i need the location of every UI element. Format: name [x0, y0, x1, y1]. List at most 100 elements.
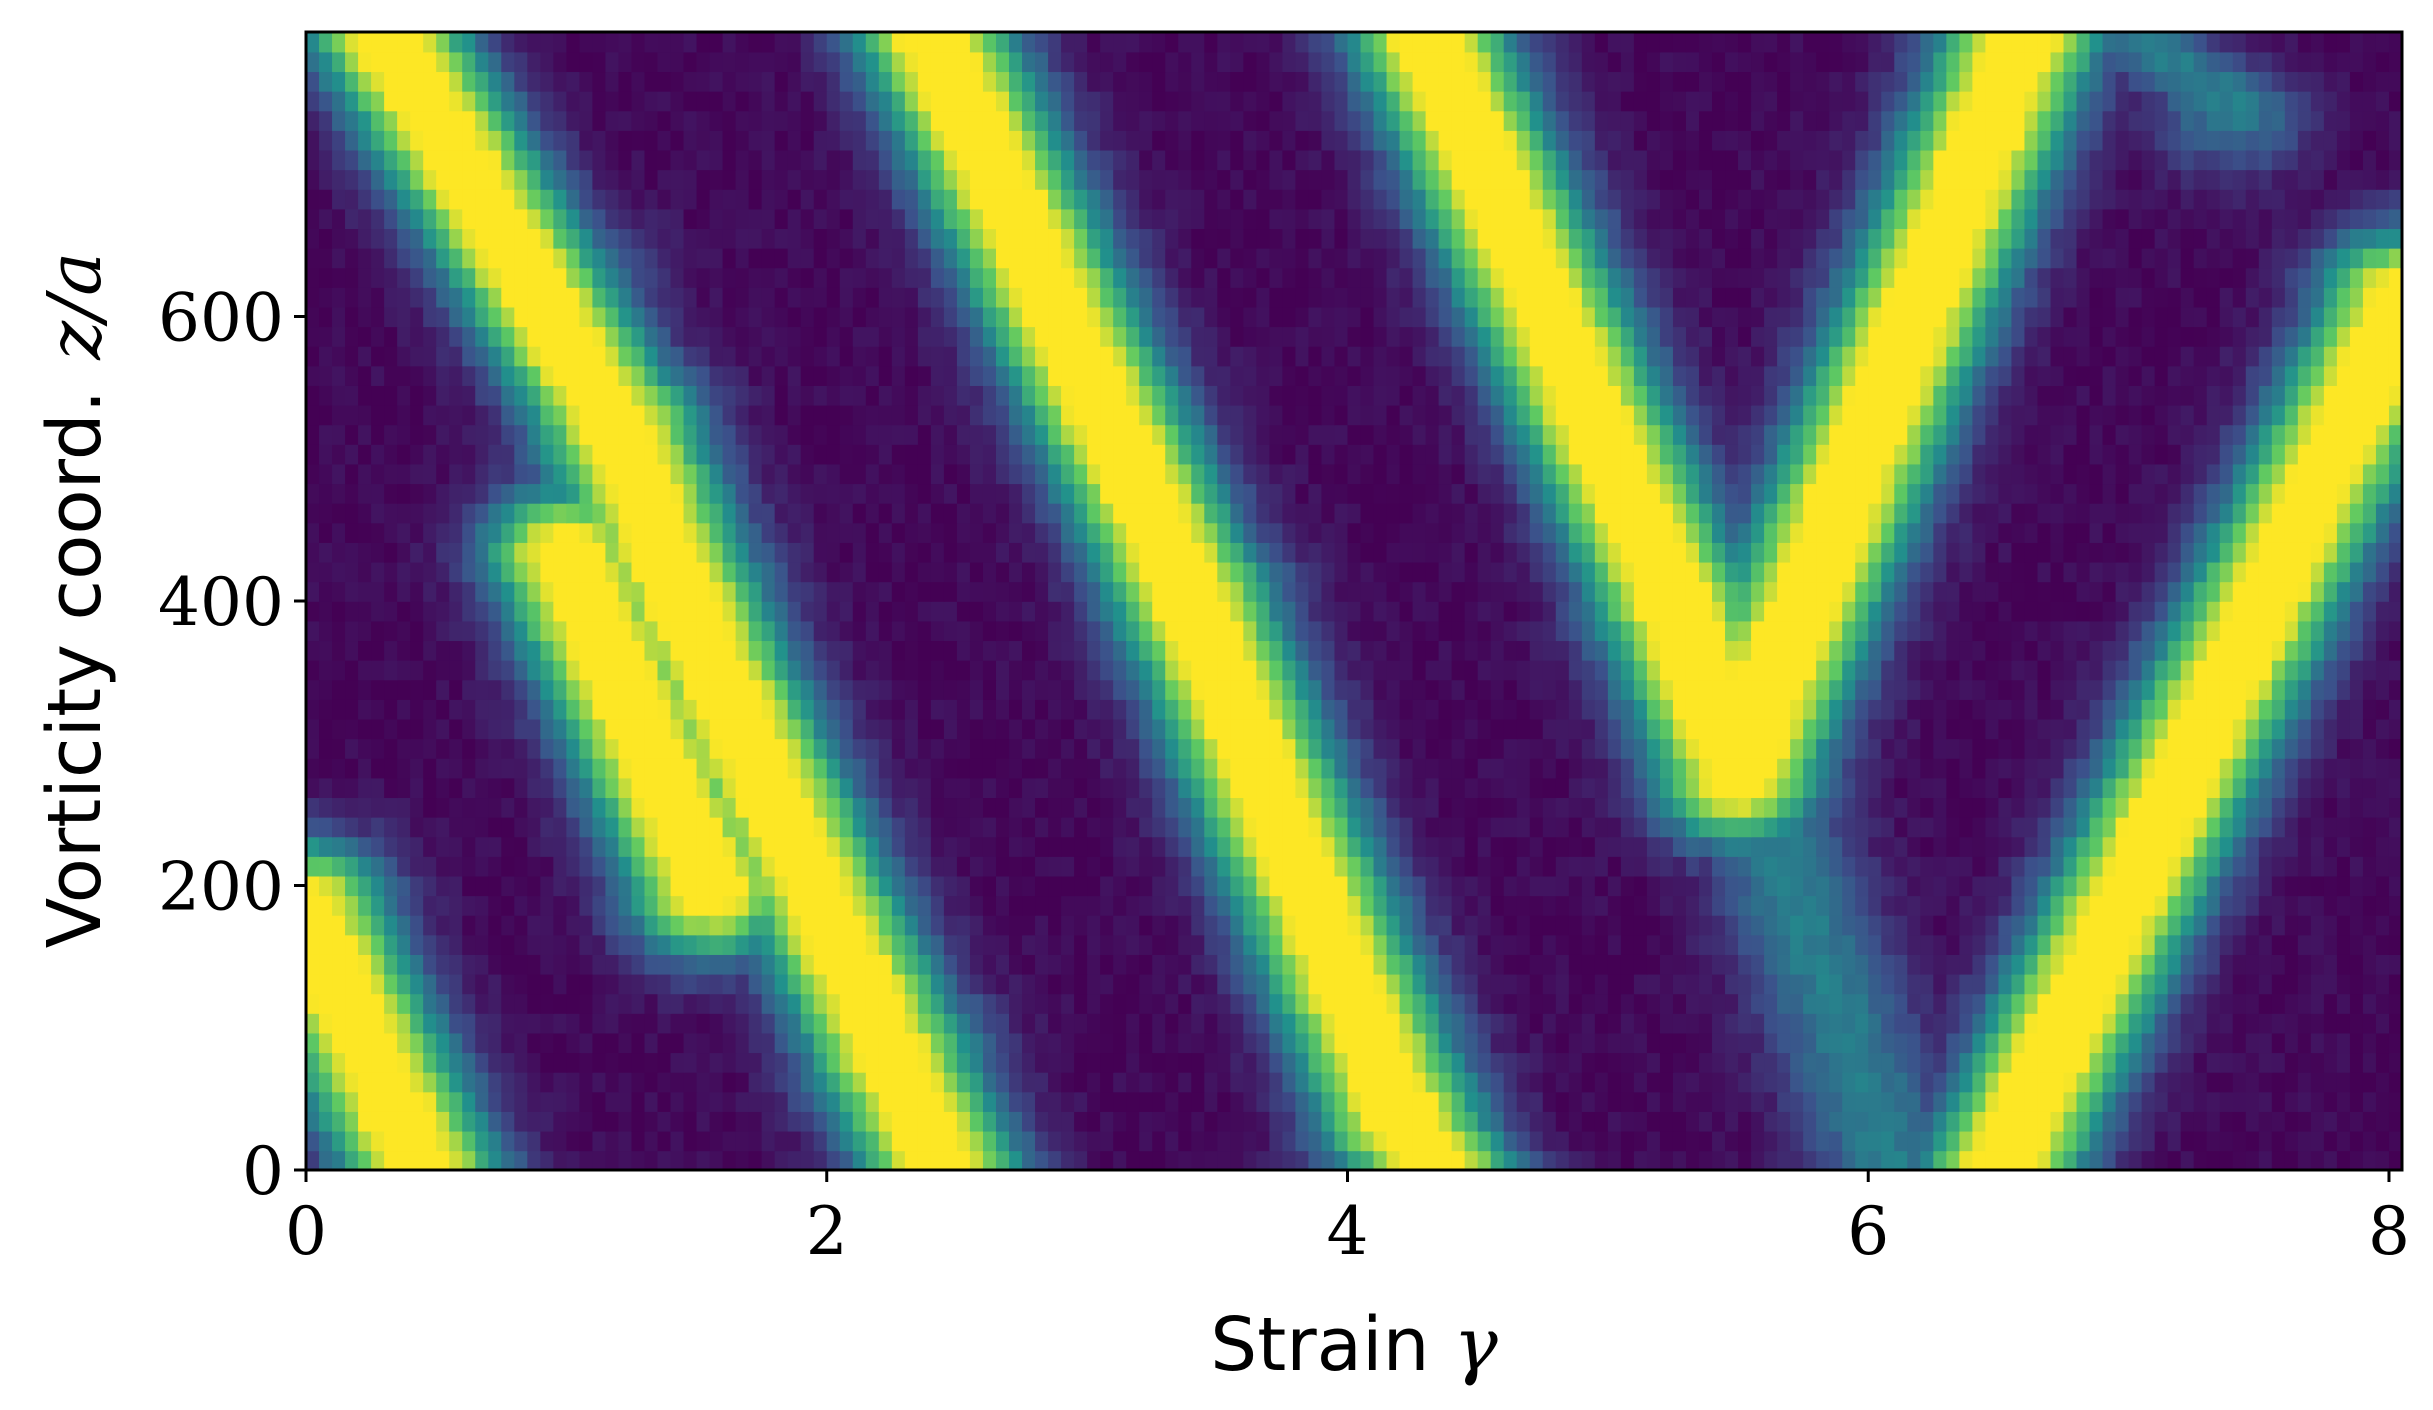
heatmap-cell	[1620, 679, 1635, 700]
heatmap-cell	[852, 816, 867, 838]
heatmap-cell	[1633, 679, 1648, 700]
heatmap-cell	[1698, 581, 1713, 602]
heatmap-cell	[1764, 757, 1778, 779]
heatmap-cell	[1334, 954, 1349, 975]
heatmap-cell	[1685, 718, 1700, 740]
heatmap-cell	[826, 561, 841, 583]
heatmap-cell	[475, 1013, 490, 1034]
heatmap-cell	[2271, 914, 2286, 936]
heatmap-cell	[449, 993, 464, 1014]
heatmap-cell	[683, 1052, 698, 1073]
heatmap-cell	[1230, 993, 1245, 1014]
heatmap-cell	[1321, 934, 1336, 955]
heatmap-cell	[1243, 797, 1258, 818]
heatmap-cell	[1412, 816, 1427, 838]
heatmap-cell	[358, 777, 372, 799]
heatmap-cell	[410, 856, 424, 877]
heatmap-cell	[1425, 875, 1440, 897]
heatmap-cell	[475, 993, 490, 1014]
heatmap-cell	[748, 699, 763, 720]
heatmap-cell	[1659, 699, 1674, 720]
heatmap-cell	[683, 836, 698, 857]
heatmap-cell	[1712, 1130, 1726, 1152]
heatmap-cell	[1256, 875, 1271, 897]
heatmap-cell	[618, 659, 633, 681]
heatmap-cell	[1243, 1091, 1258, 1112]
heatmap-cell	[800, 1013, 815, 1034]
heatmap-cell	[1620, 640, 1635, 661]
heatmap-cell	[1256, 914, 1271, 936]
heatmap-cell	[839, 816, 854, 838]
heatmap-cell	[1087, 581, 1101, 602]
heatmap-cell	[917, 875, 932, 897]
heatmap-cell	[2206, 699, 2221, 720]
heatmap-cell	[1868, 601, 1883, 622]
heatmap-cell	[2193, 640, 2208, 661]
heatmap-cell	[592, 993, 607, 1014]
heatmap-cell	[2141, 934, 2156, 955]
heatmap-cell	[1751, 875, 1765, 897]
heatmap-cell	[1777, 1032, 1791, 1054]
heatmap-cell	[982, 895, 997, 916]
heatmap-cell	[2076, 1032, 2091, 1054]
heatmap-cell	[1256, 1111, 1271, 1132]
heatmap-cell	[566, 738, 581, 759]
heatmap-cell	[657, 1013, 672, 1034]
heatmap-cell	[2167, 659, 2182, 681]
heatmap-cell	[2024, 1111, 2039, 1132]
heatmap-cell	[1295, 1071, 1310, 1093]
heatmap-cell	[2102, 856, 2117, 877]
heatmap-cell	[1516, 620, 1531, 642]
heatmap-cell	[1308, 659, 1323, 681]
heatmap-cell	[787, 1052, 802, 1073]
heatmap-cell	[1386, 1130, 1401, 1152]
heatmap-cell	[1725, 934, 1739, 955]
heatmap-cell	[2115, 757, 2130, 779]
heatmap-cell	[1282, 914, 1297, 936]
heatmap-cell	[748, 973, 763, 995]
heatmap-cell	[1855, 954, 1870, 975]
heatmap-cell	[1568, 738, 1583, 759]
heatmap-cell	[358, 993, 372, 1014]
heatmap-cell	[1347, 895, 1362, 916]
heatmap-cell	[1308, 1150, 1323, 1170]
heatmap-cell	[1894, 1091, 1909, 1112]
heatmap-cell	[397, 973, 411, 995]
heatmap-cell	[1191, 914, 1206, 936]
heatmap-cell	[384, 954, 398, 975]
heatmap-cell	[488, 581, 503, 602]
heatmap-cell	[683, 561, 698, 583]
heatmap-cell	[1165, 718, 1180, 740]
heatmap-cell	[1347, 1111, 1362, 1132]
heatmap-cell	[2284, 738, 2299, 759]
heatmap-cell	[1347, 816, 1362, 838]
heatmap-cell	[1516, 757, 1531, 779]
heatmap-cell	[1373, 1130, 1388, 1152]
heatmap-cell	[1334, 581, 1349, 602]
heatmap-cell	[1243, 993, 1258, 1014]
heatmap-cell	[1751, 1091, 1765, 1112]
heatmap-cell	[1438, 757, 1453, 779]
heatmap-cell	[1360, 718, 1375, 740]
heatmap-cell	[1907, 875, 1922, 897]
heatmap-cell	[566, 836, 581, 857]
heatmap-cell	[1451, 895, 1466, 916]
heatmap-cell	[2284, 777, 2299, 799]
heatmap-cell	[813, 797, 828, 818]
heatmap-cell	[1764, 1091, 1778, 1112]
heatmap-cell	[631, 738, 646, 759]
heatmap-cell	[371, 856, 385, 877]
heatmap-cell	[2349, 601, 2364, 622]
heatmap-cell	[1490, 816, 1505, 838]
heatmap-cell	[1230, 856, 1245, 877]
heatmap-cell	[1685, 1071, 1700, 1093]
heatmap-cell	[1074, 1130, 1088, 1152]
heatmap-cell	[683, 1071, 698, 1093]
heatmap-cell	[1061, 954, 1075, 975]
heatmap-cell	[1295, 1111, 1310, 1132]
heatmap-cell	[943, 1032, 958, 1054]
heatmap-cell	[2037, 581, 2052, 602]
heatmap-cell	[1568, 1052, 1583, 1073]
heatmap-cell	[501, 659, 516, 681]
heatmap-cell	[1490, 659, 1505, 681]
